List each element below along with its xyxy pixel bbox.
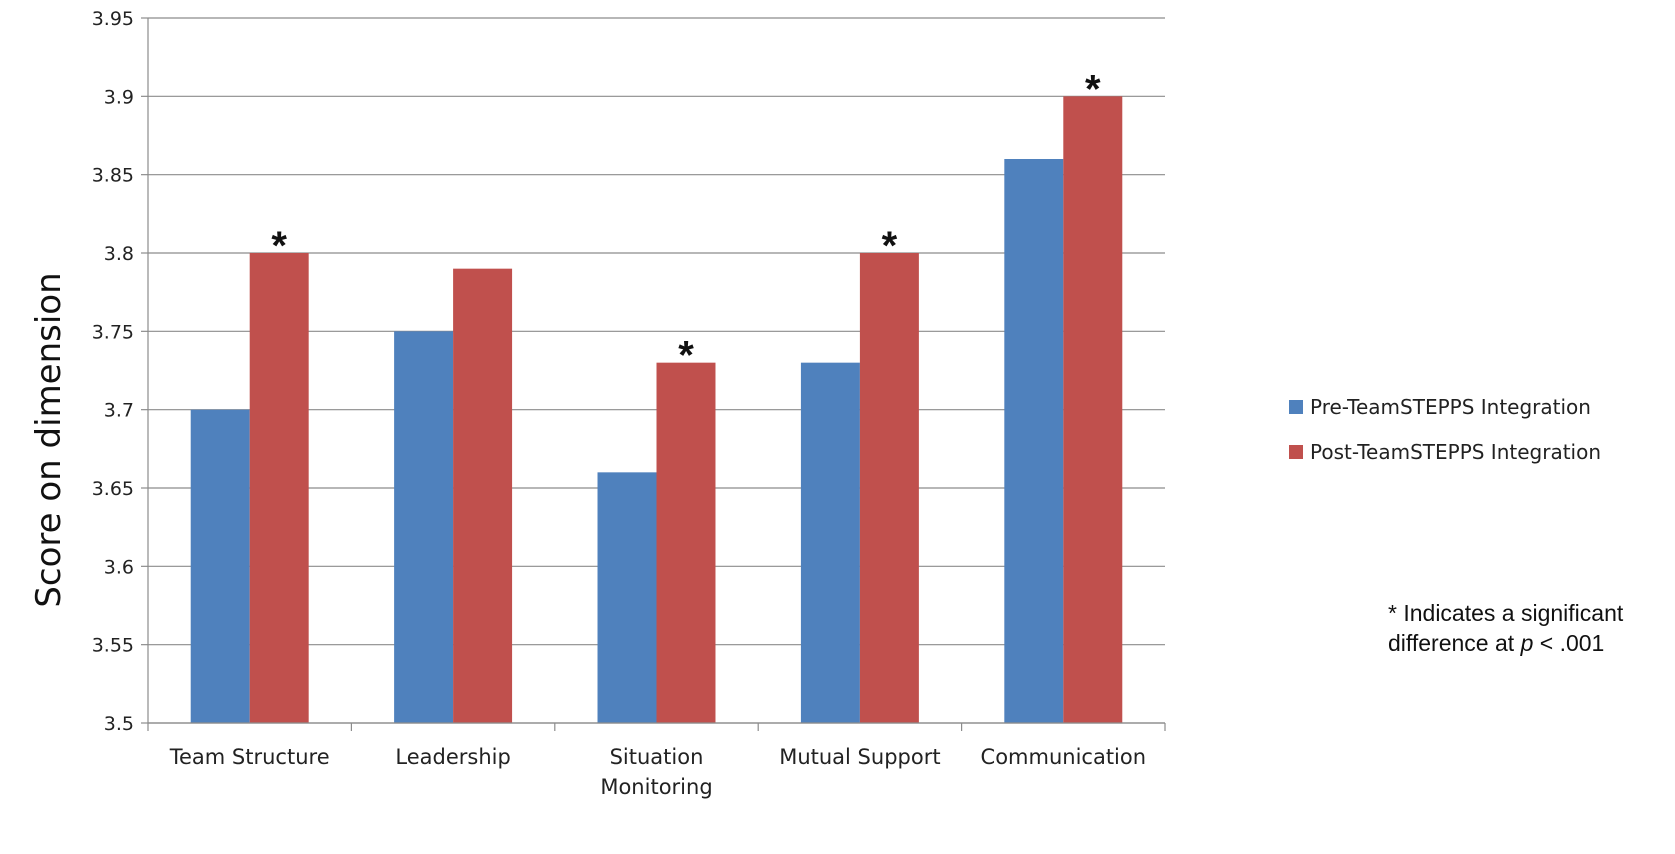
note-line-2: difference at p < .001 [1388,628,1668,658]
bar-post [453,268,513,723]
x-category-label: Team Structure [169,745,330,769]
y-tick-label: 3.75 [92,321,134,343]
y-tick-label: 3.95 [92,8,134,30]
legend: Pre-TeamSTEPPS Integration Post-TeamSTEPP… [1289,395,1601,464]
significance-note: * Indicates a significant difference at … [1388,598,1668,658]
y-tick-label: 3.65 [92,478,134,500]
y-tick-label: 3.85 [92,165,134,187]
legend-label: Pre-TeamSTEPPS Integration [1310,395,1591,419]
legend-swatch [1289,445,1303,459]
note-line-1: * Indicates a significant [1388,600,1624,626]
x-category-label: Leadership [395,745,510,769]
bar-post [656,362,716,723]
significance-markers: * * * * [271,67,1101,377]
bar-pre [597,472,657,723]
bar-pre [190,409,250,723]
bar-pre [800,362,860,723]
note-line-2-prefix: difference at [1388,630,1521,656]
bar-pre [1004,159,1064,723]
bar-post [249,253,309,723]
significance-star: * [678,334,694,378]
y-axis-title: Score on dimension [29,272,69,607]
x-category-label: Mutual Support [779,745,940,769]
y-tick-label: 3.7 [104,400,134,422]
legend-label: Post-TeamSTEPPS Integration [1310,440,1601,464]
bar-post [1063,96,1123,724]
x-category-label: Communication [981,745,1147,769]
axes [141,17,1166,731]
x-category-label: Situation [610,745,704,769]
y-axis-ticks: 3.5 3.55 3.6 3.65 3.7 3.75 3.8 3.85 3.9 3.95 [92,8,134,735]
significance-star: * [1085,67,1101,111]
x-category-label: Monitoring [600,775,712,799]
legend-swatch [1289,400,1303,414]
bar-pre [394,331,454,723]
note-line-2-suffix: < .001 [1533,630,1605,656]
y-tick-label: 3.6 [104,556,134,578]
y-tick-label: 3.5 [104,713,134,735]
significance-star: * [882,224,898,268]
significance-star: * [271,224,287,268]
y-tick-label: 3.9 [104,86,134,108]
y-tick-label: 3.55 [92,635,134,657]
note-p-symbol: p [1520,630,1534,656]
x-axis-labels: Team Structure Leadership Situation Monitor… [169,745,1146,799]
y-tick-label: 3.8 [104,243,134,265]
bar-post [859,253,919,723]
bars [190,96,1123,724]
